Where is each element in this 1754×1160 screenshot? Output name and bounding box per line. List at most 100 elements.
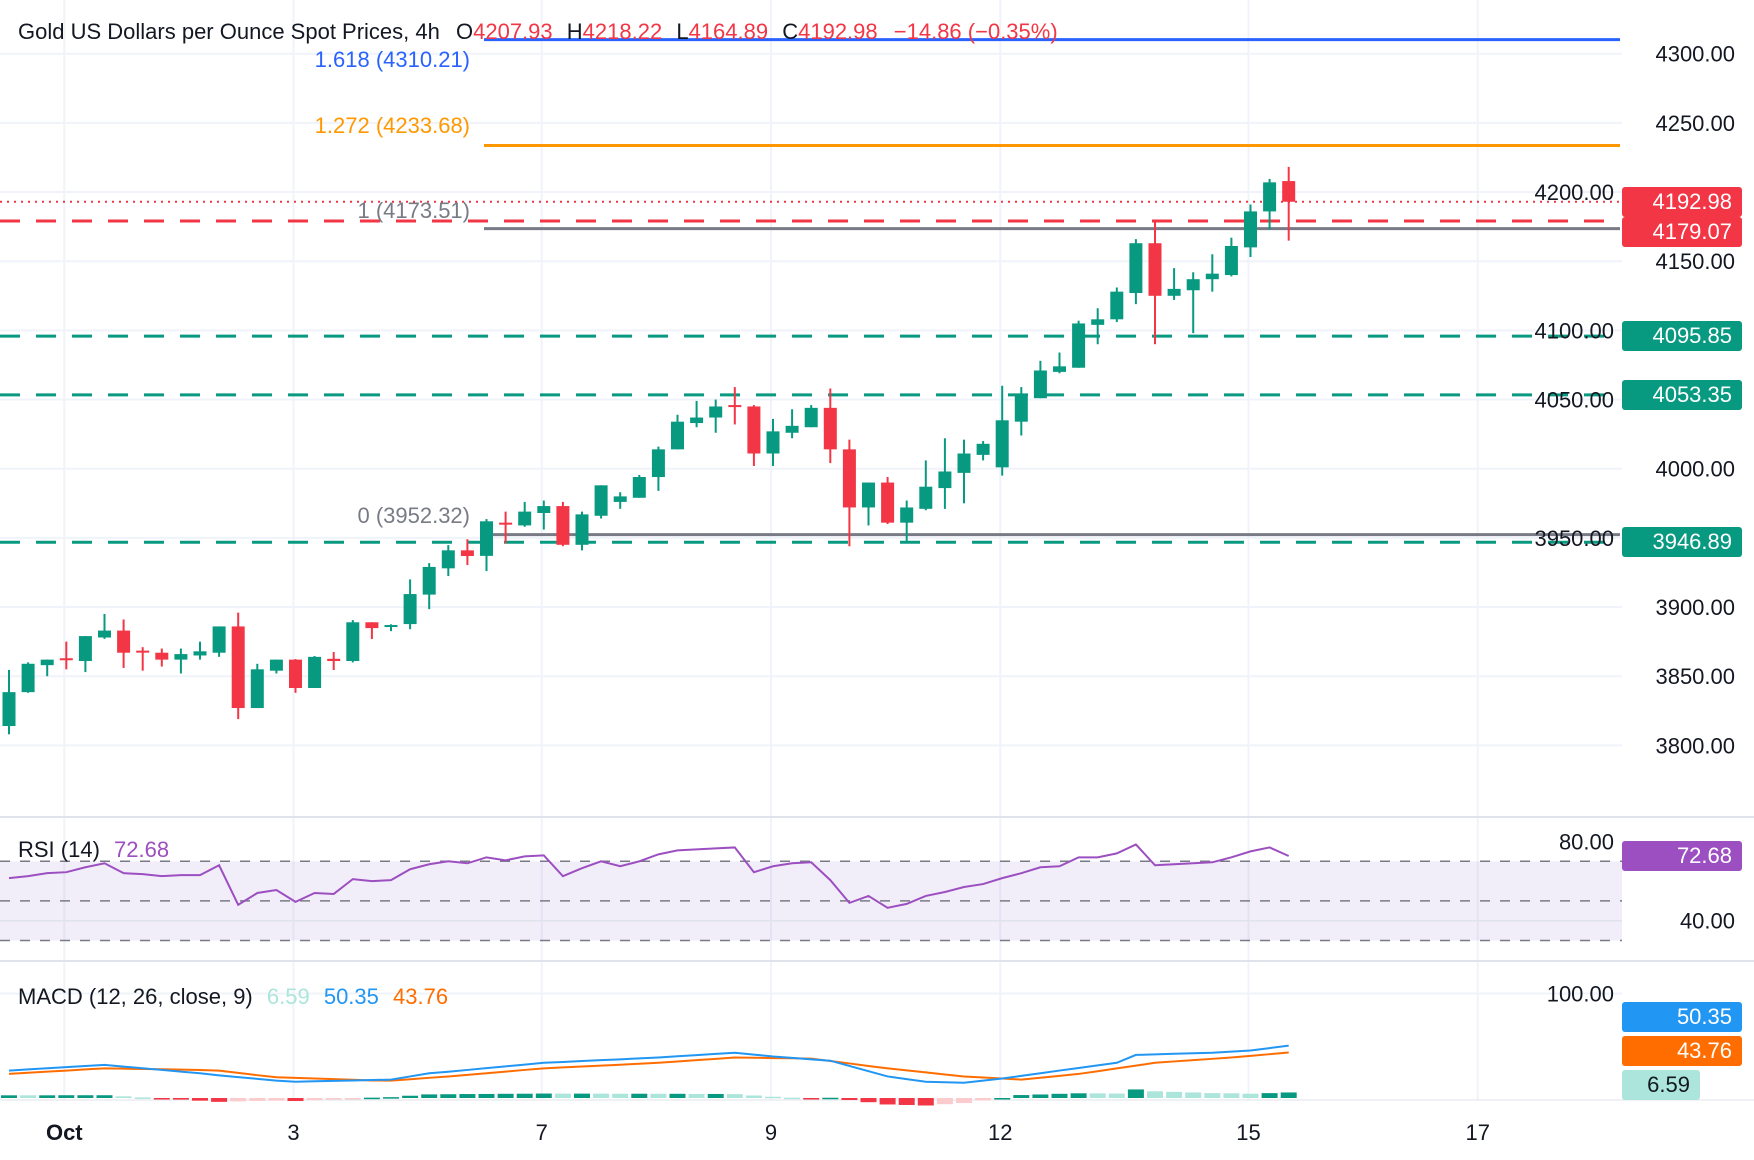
candle-down [823,407,837,450]
candle-up [518,511,532,526]
macd-histogram-bar [459,1094,476,1098]
macd-tick-label: 100.00 [1547,982,1614,1007]
price-tick-label: 4250.00 [1655,111,1735,136]
macd-histogram-bar [1147,1091,1163,1098]
candle-down [881,482,895,523]
macd-histogram-bar [20,1095,37,1098]
candle-up [212,626,226,653]
macd-histogram-bar [650,1093,667,1098]
macd-histogram-bar [211,1098,228,1102]
macd-histogram-bar [230,1098,247,1102]
candle-up [403,594,417,625]
macd-histogram-bar [77,1095,94,1098]
rsi-value: 72.68 [114,837,170,862]
macd-histogram-bar [325,1098,342,1100]
macd-histogram-bar [363,1097,380,1100]
rsi-label: RSI (14) [18,837,100,862]
candle-up [537,506,551,513]
candle-up [1033,370,1047,399]
candle-up [1186,279,1200,291]
macd-histogram-bar [172,1098,189,1100]
candles [2,166,1296,735]
macd-histogram-bar [574,1093,590,1098]
high-label: H [566,19,583,44]
price-tick-label: 4000.00 [1655,457,1735,482]
macd-histogram-bar [153,1098,170,1100]
support-4053-badge: 4053.35 [1622,380,1742,410]
candle-down [499,522,513,525]
rsi-tick-label: 40.00 [1680,909,1735,934]
rsi-tick-label: 80.00 [1559,830,1614,855]
candle-down [460,550,474,557]
macd-histogram-bar [688,1093,705,1098]
date-tick-label: Oct [46,1120,83,1145]
candle-up [346,622,360,662]
macd-histogram-bar [860,1098,877,1103]
macd-histogram-bar [268,1098,285,1101]
candle-up [613,496,627,502]
macd-histogram-bar [249,1098,266,1101]
candle-up [1224,245,1238,276]
macd-histogram-bar [115,1096,132,1098]
macd-signal-line [8,1051,1289,1082]
macd-histogram-bar [936,1098,953,1105]
macd-legend: MACD (12, 26, close, 9) 6.59 50.35 43.76 [18,984,448,1010]
candle-up [671,421,684,450]
macd-histogram-bar [421,1094,438,1098]
last-price-badge: 4192.98 [1622,187,1742,217]
low-value: 4164.89 [688,19,769,44]
candle-up [938,471,952,489]
open-value: 4207.93 [473,19,553,44]
candle-up [1129,243,1143,294]
date-tick-label: 15 [1236,1120,1260,1145]
rsi-badge: 72.68 [1622,841,1742,871]
macd-histogram-bar [344,1098,361,1100]
macd-histogram-bar [535,1093,552,1098]
candle-down [155,652,169,660]
macd-histogram-bar [822,1097,839,1100]
macd-histogram-bar [1108,1093,1125,1098]
candle-up [804,407,818,428]
candle-down [59,658,73,661]
candle-up [1053,366,1066,372]
symbol-title: Gold US Dollars per Ounce Spot Prices, 4… [18,19,440,44]
candle-up [2,692,16,727]
candle-up [98,630,111,638]
candle-up [78,636,92,662]
macd-histogram-bar [975,1098,992,1101]
candle-up [1263,182,1277,212]
macd-histogram-bar [1051,1093,1068,1098]
candle-up [1072,323,1086,368]
macd-pane [0,992,1622,1106]
candle-up [174,654,188,660]
macd-histogram-bar [745,1095,762,1098]
macd-histogram-bar [478,1093,495,1098]
candle-up [1014,394,1028,422]
macd-histogram-bar [612,1093,629,1098]
macd-histogram-bar [1070,1093,1087,1098]
rsi-line [8,843,1290,909]
macd-histogram-bar [1166,1091,1183,1098]
macd-histogram-bar [765,1096,781,1099]
rsi-legend: RSI (14) 72.68 [18,837,169,863]
macd-histogram-bar [879,1098,896,1105]
candle-up [919,486,933,509]
candle-up [21,663,35,693]
candle-down [289,659,302,688]
price-tick-label: 4150.00 [1655,249,1735,274]
macd-histogram-bar [1261,1093,1278,1098]
candle-down [231,626,245,709]
macd-histogram-bar [803,1098,820,1100]
price-tick-label: 3800.00 [1655,733,1735,758]
grid [0,0,1754,1101]
candle-up [862,482,875,508]
candle-up [1244,211,1257,248]
macd-label: MACD (12, 26, close, 9) [18,984,253,1009]
close-value: 4192.98 [798,19,878,44]
candle-up [1110,291,1124,320]
fib-0-label: 0 (3952.32) [357,503,470,528]
symbol-legend: Gold US Dollars per Ounce Spot Prices, 4… [18,19,1058,45]
date-tick-label: 9 [765,1120,777,1145]
rsi-band [0,861,1622,941]
